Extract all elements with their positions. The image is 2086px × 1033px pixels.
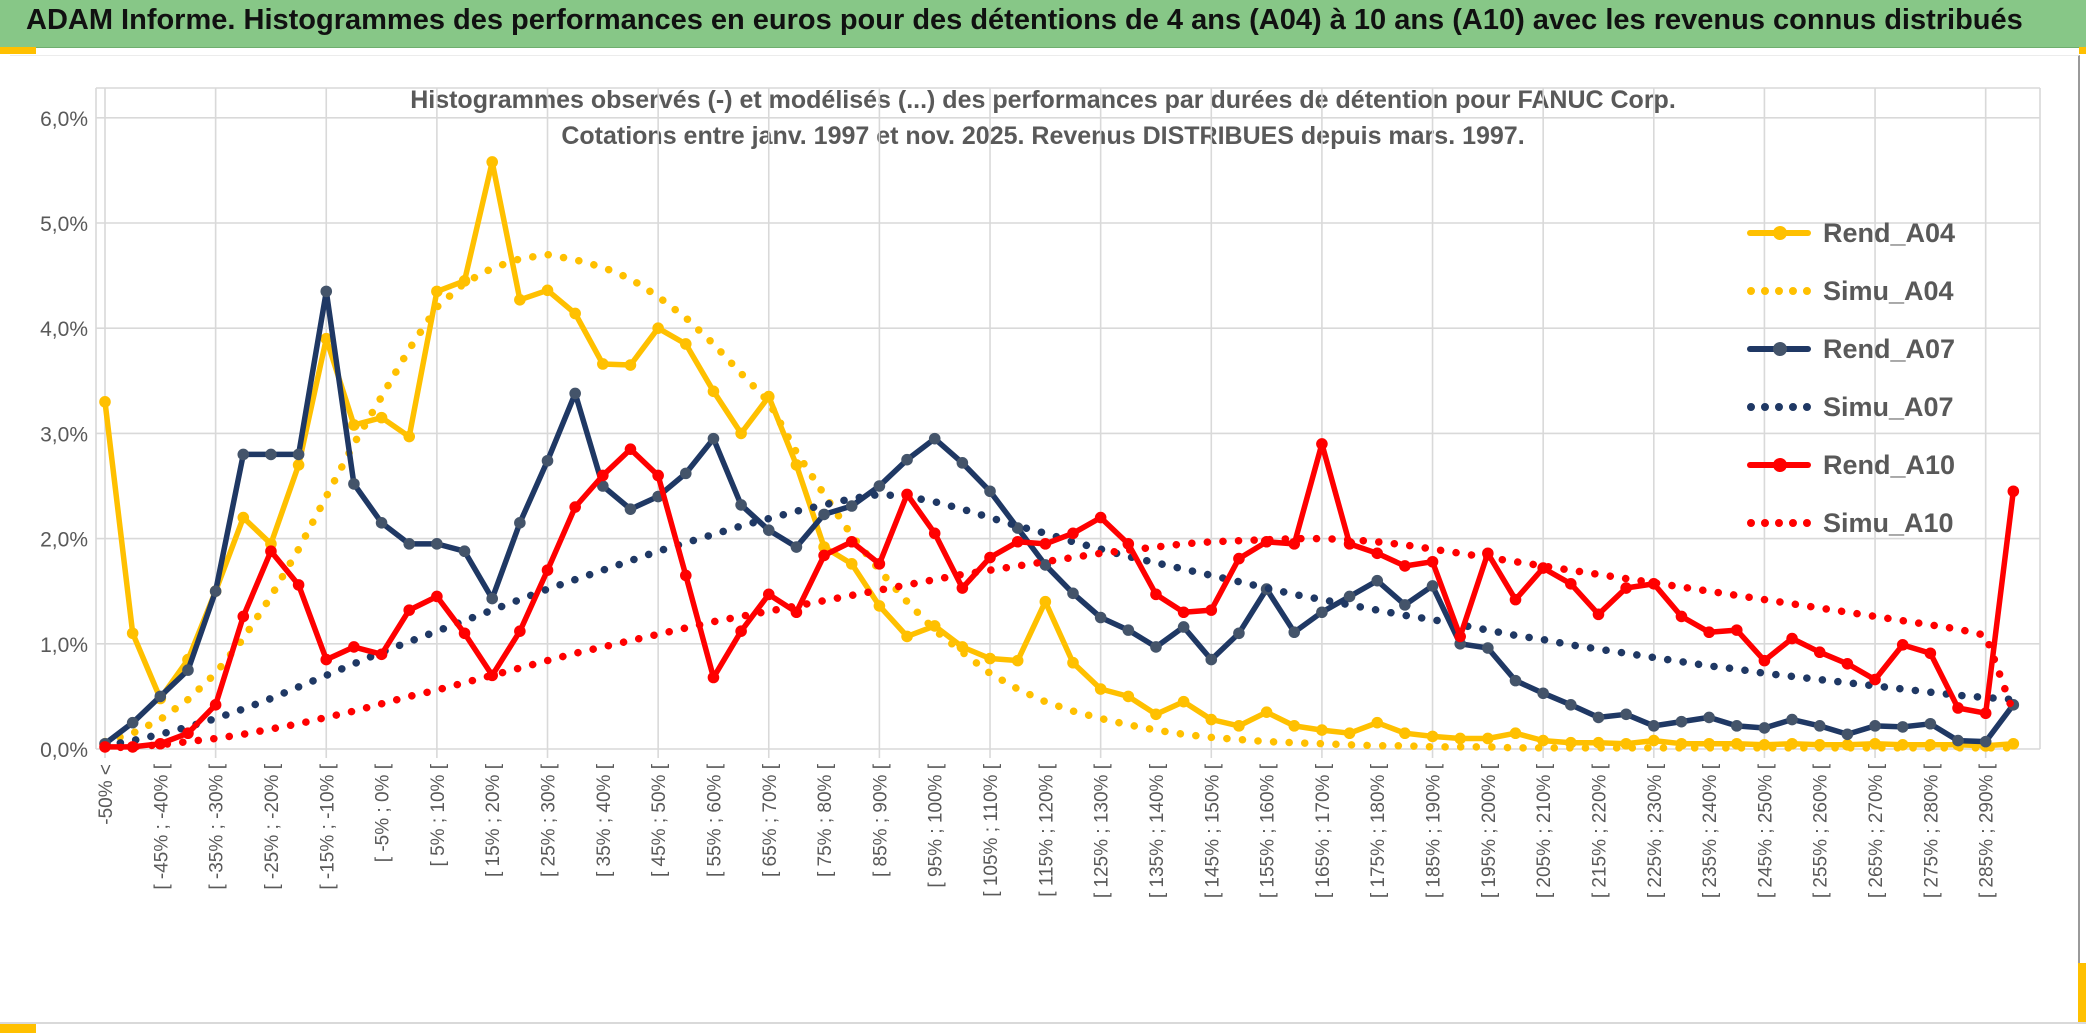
legend-item-simu-a04: Simu_A04 (1747, 262, 2047, 320)
x-axis-label: [ 175% ; 180% [ (1368, 763, 1389, 898)
y-axis-label: 1,0% (40, 634, 88, 657)
series-Rend_A07 (99, 285, 2020, 750)
x-axis-label: [ 215% ; 220% [ (1589, 763, 1610, 898)
x-axis-label: [ -5% ; 0% [ (373, 763, 394, 862)
legend-item-rend-a07: Rend_A07 (1747, 320, 2047, 378)
gold-accent-top-right (2079, 47, 2086, 54)
y-axis-label: 2,0% (40, 529, 88, 552)
x-axis-label: [ 15% ; 20% [ (483, 763, 504, 877)
title-banner: ADAM Informe. Histogrammes des performan… (0, 0, 2086, 48)
legend-item-rend-a10: Rend_A10 (1747, 436, 2047, 494)
x-axis-label: [ 95% ; 100% [ (926, 763, 947, 887)
x-axis-label: [ 235% ; 240% [ (1700, 763, 1721, 898)
x-axis-label: [ 45% ; 50% [ (649, 763, 670, 877)
series-Simu_A04 (101, 250, 2018, 752)
y-axis-label: 6,0% (40, 108, 88, 131)
chart-title-line1: Histogrammes observés (-) et modélisés (… (410, 86, 1676, 114)
x-axis-label: [ 195% ; 200% [ (1479, 763, 1500, 898)
x-axis-label: [ 255% ; 260% [ (1811, 763, 1832, 898)
legend-swatch-dotted-gold-icon (1747, 287, 1811, 295)
banner-title: ADAM Informe. Histogrammes des performan… (26, 4, 2023, 36)
x-axis-label: [ 245% ; 250% [ (1755, 763, 1776, 898)
y-axis-label: 4,0% (40, 318, 88, 341)
x-axis-label: [ 35% ; 40% [ (594, 763, 615, 877)
x-axis-label: [ 65% ; 70% [ (760, 763, 781, 877)
legend-label: Rend_A10 (1823, 449, 1956, 480)
x-axis-label: [ 185% ; 190% [ (1424, 763, 1445, 898)
x-axis-label: [ -15% ; -10% [ (317, 763, 338, 889)
y-axis-label: 3,0% (40, 423, 88, 446)
legend-swatch-dotted-navy-icon (1747, 403, 1811, 411)
x-axis-label: [ 5% ; 10% [ (428, 763, 449, 866)
x-axis-label: [ 165% ; 170% [ (1313, 763, 1334, 898)
x-axis-label: [ 205% ; 210% [ (1534, 763, 1555, 898)
x-axis-label: [ -45% ; -40% [ (151, 763, 172, 889)
legend-item-simu-a10: Simu_A10 (1747, 494, 2047, 552)
x-axis-label: -50% < (96, 764, 117, 825)
legend-label: Rend_A04 (1823, 217, 1956, 248)
y-axis-label: 0,0% (40, 739, 88, 762)
x-axis-label: [ 265% ; 270% [ (1866, 763, 1887, 898)
legend-swatch-solid-gold-icon (1747, 226, 1811, 240)
legend-label: Simu_A04 (1823, 275, 1954, 306)
x-axis-label: [ 285% ; 290% [ (1977, 763, 1998, 898)
legend-swatch-solid-navy-icon (1747, 342, 1811, 356)
x-axis-label: [ 55% ; 60% [ (704, 763, 725, 877)
x-axis-label: [ 225% ; 230% [ (1645, 763, 1666, 898)
x-axis-label: [ 125% ; 130% [ (1092, 763, 1113, 898)
x-axis-label: [ 155% ; 160% [ (1258, 763, 1279, 898)
gold-accent-bottom-left (0, 1024, 36, 1033)
legend-item-rend-a04: Rend_A04 (1747, 204, 2047, 262)
legend-swatch-solid-red-icon (1747, 458, 1811, 472)
x-axis-label: [ -35% ; -30% [ (207, 763, 228, 889)
legend-label: Simu_A07 (1823, 391, 1954, 422)
x-axis-label: [ 85% ; 90% [ (870, 763, 891, 877)
bottom-bar (0, 1022, 2086, 1033)
x-axis-label: [ 115% ; 120% [ (1036, 763, 1057, 896)
x-axis-label: [ -25% ; -20% [ (262, 763, 283, 889)
series-Rend_A10 (99, 438, 2020, 753)
x-axis-label: [ 25% ; 30% [ (539, 763, 560, 877)
x-axis-labels: -50% < [ -45% ; -40% [ [ -35% ; -30% [ [ -2… (96, 763, 1998, 898)
gold-accent-top-left (0, 47, 36, 54)
series-Rend_A04 (99, 156, 2020, 752)
legend-label: Rend_A07 (1823, 333, 1956, 364)
legend-label: Simu_A10 (1823, 507, 1954, 538)
x-axis-label: [ 275% ; 280% [ (1921, 763, 1942, 898)
y-axis-labels: 0,0% 1,0% 2,0% 3,0% 4,0% 5,0% 6,0% (40, 108, 88, 762)
x-axis-label: [ 105% ; 110% [ (981, 763, 1002, 896)
chart-legend: Rend_A04 Simu_A04 Rend_A07 Simu_A07 Rend… (1747, 204, 2047, 552)
x-axis-label: [ 145% ; 150% [ (1202, 763, 1223, 898)
legend-swatch-dotted-red-icon (1747, 519, 1811, 527)
x-axis-label: [ 75% ; 80% [ (815, 763, 836, 877)
chart-title-line2: Cotations entre janv. 1997 et nov. 2025.… (561, 122, 1525, 150)
y-axis-label: 5,0% (40, 213, 88, 236)
x-axis-label: [ 135% ; 140% [ (1147, 763, 1168, 898)
legend-item-simu-a07: Simu_A07 (1747, 378, 2047, 436)
gold-accent-right-edge (2078, 963, 2086, 1023)
